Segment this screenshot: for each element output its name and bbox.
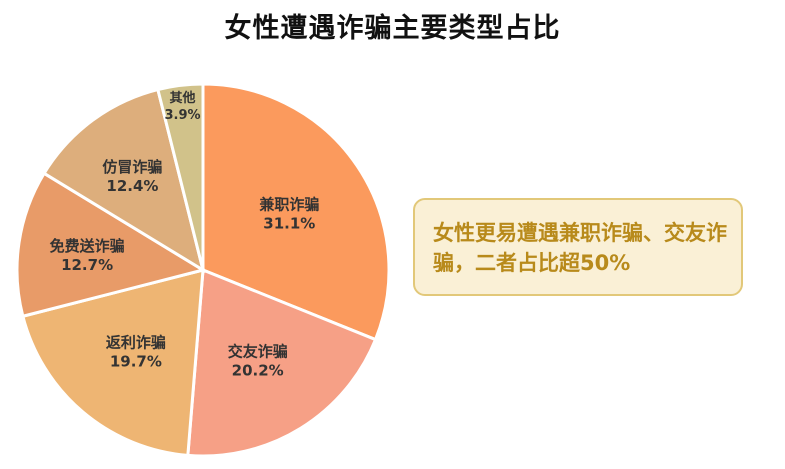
slice-label-qita: 其他 [170, 90, 196, 106]
slice-label-mianfeisong: 免费送诈骗 [50, 237, 125, 255]
slice-value-fanli: 19.7% [110, 353, 162, 371]
chart-title: 女性遭遇诈骗主要类型占比 [224, 13, 561, 44]
pie-slice-jianzhi [201, 82, 391, 342]
annotation-text: 女性更易遭遇兼职诈骗、交友诈骗，二者占比超50% [433, 221, 727, 275]
slice-value-jiaoyou: 20.2% [232, 362, 284, 380]
pie-slice-fangmao [42, 87, 206, 274]
pie-slice-mianfeisong [15, 171, 207, 319]
slice-value-qita: 3.9% [165, 108, 201, 123]
pie-slice-jiaoyou [186, 267, 378, 458]
pie-slice-fanli [21, 268, 205, 457]
slice-label-fanli: 返利诈骗 [106, 334, 166, 352]
slice-value-fangmao: 12.4% [106, 177, 158, 195]
slice-value-mianfeisong: 12.7% [61, 256, 113, 274]
slice-label-jiaoyou: 交友诈骗 [228, 343, 288, 361]
slice-label-jianzhi: 兼职诈骗 [259, 196, 319, 214]
pie-slice-qita [156, 82, 205, 271]
slice-value-jianzhi: 31.1% [263, 215, 315, 233]
slice-label-fangmao: 仿冒诈骗 [102, 158, 162, 176]
annotation-callout: 女性更易遭遇兼职诈骗、交友诈骗，二者占比超50% [413, 198, 743, 296]
